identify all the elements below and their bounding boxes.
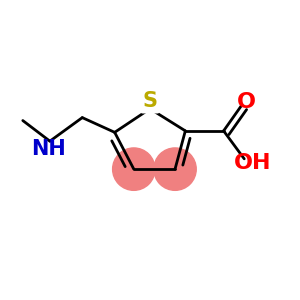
Text: S: S — [142, 92, 158, 111]
Text: OH: OH — [234, 153, 271, 173]
Text: S: S — [142, 92, 158, 111]
Circle shape — [154, 148, 196, 190]
Text: NH: NH — [31, 139, 66, 158]
Text: O: O — [237, 92, 256, 112]
Circle shape — [112, 148, 155, 190]
